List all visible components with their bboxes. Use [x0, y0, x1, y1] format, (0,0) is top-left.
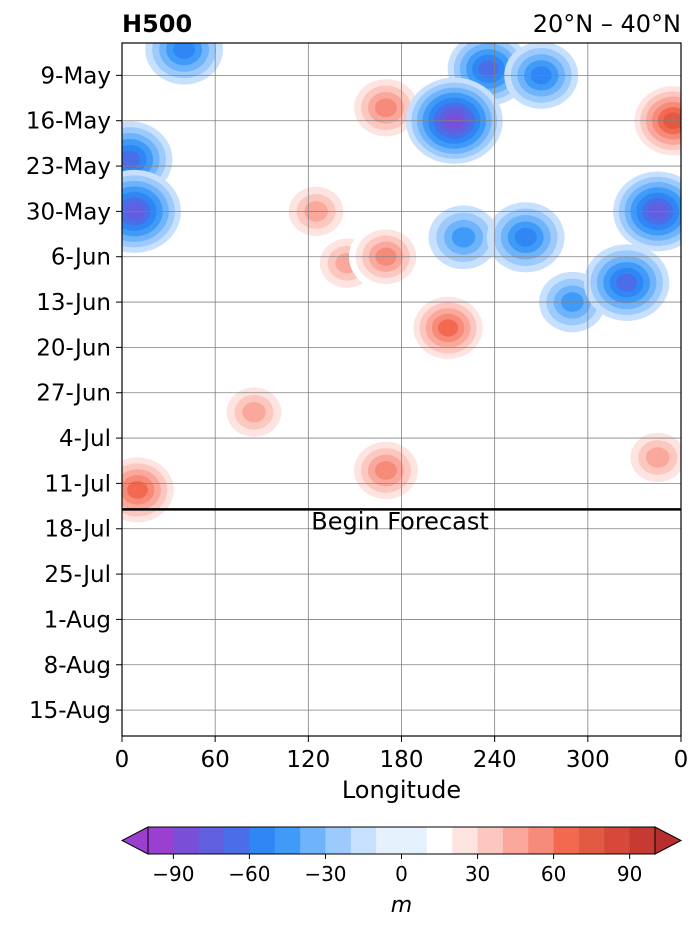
- contour-level: [230, 500, 278, 545]
- contour-level: [242, 401, 266, 423]
- x-axis: 0 60 120 180 240 300 0: [115, 736, 689, 773]
- anomaly-field: [122, 43, 681, 686]
- y-tick-label: 23-May: [26, 154, 111, 180]
- colorbar-segment: [198, 827, 225, 854]
- colorbar-segment: [300, 827, 326, 854]
- y-tick-label: 18-Jul: [44, 517, 111, 543]
- y-tick-label: 9-May: [41, 63, 111, 89]
- negative-anomaly: [583, 244, 670, 321]
- colorbar-segment: [528, 827, 555, 854]
- y-tick-label: 30-May: [26, 199, 111, 225]
- colorbar-segment: [452, 827, 479, 854]
- colorbar-segment: [274, 827, 301, 854]
- y-tick-label: 16-May: [26, 109, 111, 135]
- colorbar-segment: [224, 827, 250, 854]
- positive-anomaly: [122, 451, 181, 529]
- contour-level: [374, 98, 397, 118]
- colorbar-segment: [426, 827, 453, 854]
- y-axis: 9-May 16-May 23-May 30-May 6-Jun 13-Jun 20-Jun…: [26, 63, 122, 724]
- contour-level: [122, 150, 141, 169]
- colorbar-segment: [604, 827, 631, 854]
- y-tick-label: 11-Jul: [44, 471, 111, 497]
- colorbar-min-extend: [120, 826, 149, 855]
- colorbar-tick-label: −60: [228, 862, 270, 886]
- colorbar-segment: [350, 827, 377, 854]
- x-tick-label: 300: [566, 747, 610, 773]
- positive-anomaly: [347, 435, 425, 506]
- x-axis-label: Longitude: [342, 776, 461, 804]
- chart-subtitle: 20°N – 40°N: [533, 10, 681, 38]
- colorbar-tick-label: 90: [617, 862, 642, 886]
- colorbar-segment: [578, 827, 605, 854]
- negative-anomaly: [486, 202, 565, 273]
- colorbar-tick-label: 0: [395, 862, 408, 886]
- grid-lines: [121, 43, 682, 736]
- contour-level: [514, 227, 537, 247]
- y-tick-label: 1-Aug: [44, 607, 111, 633]
- positive-anomaly: [230, 500, 278, 545]
- positive-anomaly: [622, 425, 681, 490]
- colorbar-segment: [148, 827, 174, 854]
- contour-level: [451, 227, 476, 248]
- colorbar-tick-label: 30: [465, 862, 490, 886]
- chart-title: H500: [122, 10, 192, 38]
- colorbar-segment: [325, 827, 352, 854]
- colorbar-tick-label: 60: [541, 862, 566, 886]
- colorbar-max-extend: [654, 826, 683, 855]
- colorbar-segment: [553, 827, 580, 854]
- x-tick-label: 240: [473, 747, 517, 773]
- contour-level: [437, 319, 459, 337]
- x-tick-label: 60: [201, 747, 230, 773]
- y-tick-label: 4-Jul: [59, 426, 111, 452]
- y-tick-label: 13-Jun: [36, 290, 111, 316]
- colorbar-segment: [249, 827, 276, 854]
- begin-forecast-label: Begin Forecast: [311, 507, 489, 535]
- colorbar-tick-label: −30: [304, 862, 346, 886]
- positive-anomaly: [347, 72, 425, 143]
- y-tick-label: 15-Aug: [29, 698, 111, 724]
- y-tick-label: 25-Jul: [44, 562, 111, 588]
- contour-level: [616, 273, 638, 292]
- colorbar-segment: [173, 827, 200, 854]
- positive-anomaly: [218, 380, 290, 444]
- x-tick-label: 120: [286, 747, 330, 773]
- contour-level: [645, 447, 670, 468]
- y-tick-label: 8-Aug: [44, 653, 111, 679]
- positive-anomaly: [280, 179, 352, 244]
- contour-level: [173, 43, 196, 59]
- x-tick-label: 0: [674, 747, 689, 773]
- colorbar-segment: [629, 827, 656, 854]
- colorbar-segment: [477, 827, 504, 854]
- x-tick-label: 180: [380, 747, 424, 773]
- y-tick-label: 6-Jun: [51, 245, 111, 271]
- positive-anomaly: [407, 291, 489, 365]
- colorbar: −90 −60 −30 0 30 60 90: [120, 826, 683, 886]
- y-tick-label: 20-Jun: [36, 335, 111, 361]
- colorbar-segment: [376, 827, 428, 854]
- contour-level: [374, 461, 397, 480]
- contour-level: [127, 481, 148, 499]
- contour-level: [478, 60, 499, 78]
- x-tick-label: 0: [115, 747, 130, 773]
- negative-anomaly: [428, 205, 499, 270]
- colorbar-segment: [502, 827, 529, 854]
- negative-anomaly: [145, 43, 223, 85]
- plot-area: Begin Forecast: [121, 42, 682, 737]
- y-tick-label: 27-Jun: [36, 381, 111, 407]
- colorbar-unit-label: m: [391, 893, 412, 918]
- colorbar-tick-label: −90: [152, 862, 194, 886]
